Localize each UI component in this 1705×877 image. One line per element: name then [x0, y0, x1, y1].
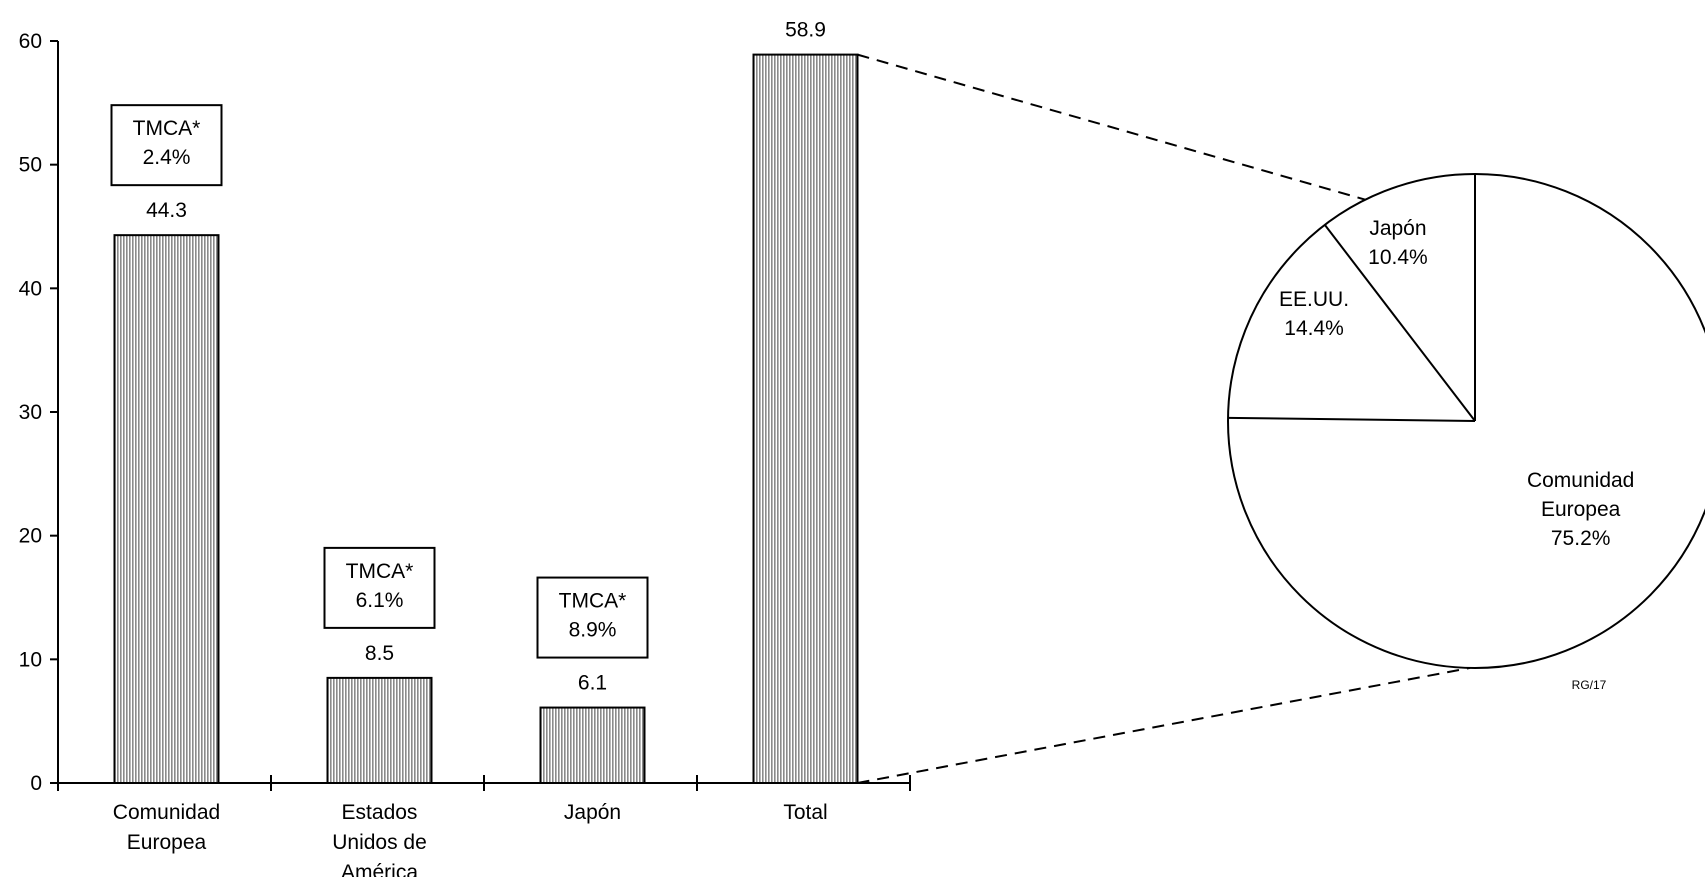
tmca-value: 8.9% [569, 619, 617, 642]
x-tick-label: América [341, 861, 418, 877]
pie-slice-edge [1228, 416, 1476, 422]
x-tick-label: Europea [127, 831, 207, 854]
y-tick-label: 20 [19, 525, 42, 548]
pie-slice-label: Europea [1541, 498, 1621, 521]
bar [326, 676, 433, 785]
x-tick-label: Unidos de [332, 831, 427, 854]
tmca-annotation: TMCA* 2.4% [110, 104, 223, 187]
pie-slice-edge [1324, 224, 1476, 422]
y-tick-label: 60 [19, 30, 42, 53]
pie-chart: Japón 10.4% EE.UU. 14.4% Comunidad Europea 75.… [857, 53, 1705, 784]
x-tick-label: Comunidad [113, 801, 220, 824]
pie-slice-label: EE.UU. [1279, 288, 1349, 311]
bar [752, 53, 859, 784]
tmca-box [536, 576, 649, 659]
x-tick-label: Estados [342, 801, 418, 824]
y-tick-label: 50 [19, 154, 42, 177]
y-tick-label: 30 [19, 401, 42, 424]
tmca-box [323, 546, 436, 629]
data-label: 58.9 [785, 19, 826, 42]
tmca-value: 6.1% [356, 589, 404, 612]
bar [113, 234, 220, 784]
data-label: 44.3 [146, 199, 187, 222]
pie-slice-label: 75.2% [1551, 527, 1611, 550]
x-tick-label: Japón [564, 801, 621, 824]
bar [539, 706, 646, 785]
tmca-label: TMCA* [559, 590, 627, 613]
y-tick-label: 40 [19, 277, 42, 300]
data-label: 8.5 [365, 642, 394, 665]
data-label: 6.1 [578, 672, 607, 695]
pie-slice-label: Comunidad [1527, 469, 1634, 492]
figure-code: RG/17 [1572, 678, 1607, 692]
tmca-value: 2.4% [143, 146, 191, 169]
y-tick-label: 10 [19, 648, 42, 671]
pie-slice-label: 14.4% [1284, 317, 1344, 340]
tmca-annotation: TMCA* 6.1% [323, 546, 436, 629]
connector-top [857, 53, 1366, 201]
tmca-box [110, 104, 223, 187]
x-tick-label: Total [783, 801, 827, 824]
tmca-label: TMCA* [133, 117, 201, 140]
bar-chart: 0 10 20 30 40 50 60 44.3 Comunidad Europea 8.5 Esta… [19, 19, 911, 877]
connector-bottom [857, 666, 1471, 784]
tmca-label: TMCA* [346, 560, 414, 583]
pie-slice-label: Japón [1369, 217, 1426, 240]
tmca-annotation: TMCA* 8.9% [536, 576, 649, 659]
y-tick-label: 0 [30, 772, 42, 795]
pie-slice-label: 10.4% [1368, 246, 1428, 269]
